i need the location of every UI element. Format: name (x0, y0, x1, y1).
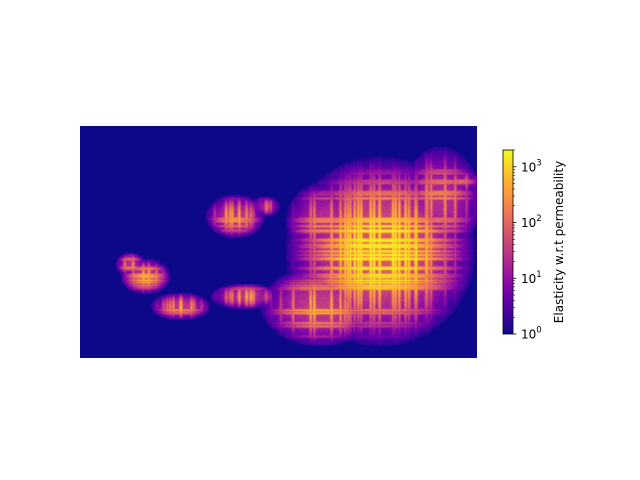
colorbar-gradient (503, 150, 513, 334)
colorbar-tick-label: 103 (521, 158, 542, 174)
colorbar-tick-label: 100 (521, 326, 542, 342)
colorbar: 100 101 102 103 Elasticity w.r.t permeabili… (502, 149, 566, 342)
colorbar-label: Elasticity w.r.t permeability (552, 161, 566, 323)
colorbar-tick-label: 102 (521, 214, 542, 230)
colorbar-ticks: 100 101 102 103 (513, 149, 542, 342)
colorbar-frame (502, 149, 514, 335)
colorbar-tick-label: 101 (521, 270, 542, 286)
heatmap-panel (80, 126, 477, 358)
heatmap-image (80, 126, 477, 358)
